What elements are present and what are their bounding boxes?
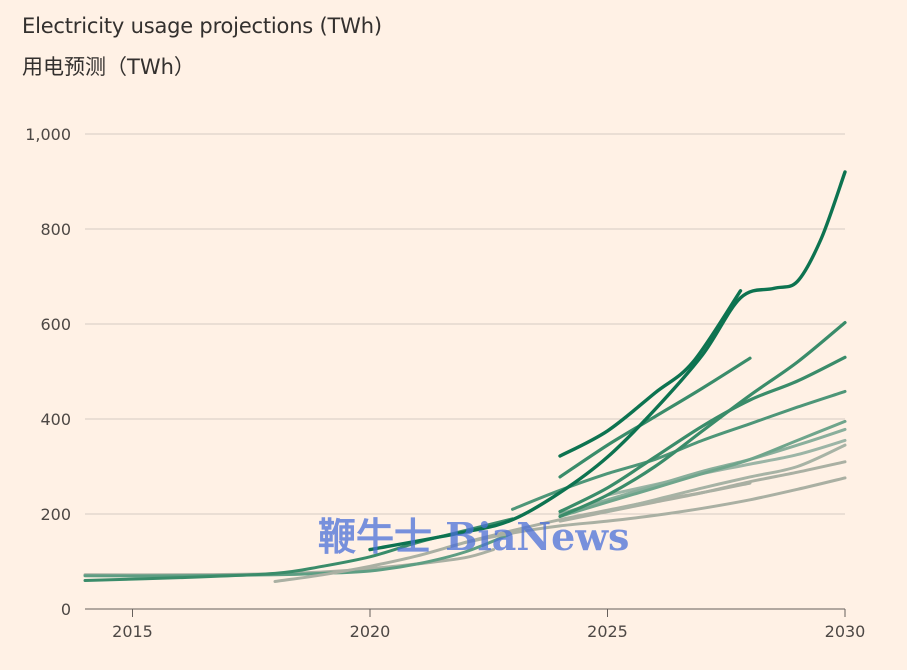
chart-title: Electricity usage projections (TWh)	[22, 14, 382, 38]
series-layer	[83, 170, 847, 583]
y-tick-label-2: 400	[40, 410, 71, 429]
watermark-text: 鞭牛士 BiaNews	[318, 514, 629, 559]
x-tick-label-2: 2025	[587, 622, 628, 641]
x-tick-label-1: 2020	[350, 622, 391, 641]
series-line-projection-7	[558, 419, 847, 518]
series-line-projection-2	[558, 289, 743, 458]
series-line-projection-1	[368, 170, 847, 552]
x-tick-label-0: 2015	[112, 622, 153, 641]
y-tick-label-5: 1,000	[25, 125, 71, 144]
y-tick-label-4: 800	[40, 220, 71, 239]
series-line-projection-5	[558, 355, 847, 514]
x-tick-label-3: 2030	[825, 622, 866, 641]
series-line-projection-12	[463, 476, 847, 544]
chart-subtitle: 用电预测（TWh）	[22, 55, 195, 79]
y-tick-label-3: 600	[40, 315, 71, 334]
y-tick-label-0: 0	[61, 600, 71, 619]
series-line-projection-10	[606, 443, 847, 514]
series-line-projection-4	[558, 321, 847, 518]
series-line-projection-8	[558, 427, 847, 516]
axis-layer: 0 200 400 600 800 1,000 2015 2020 2025 2030	[25, 125, 865, 641]
series-line-projection-3	[558, 356, 752, 479]
y-tick-label-1: 200	[40, 505, 71, 524]
